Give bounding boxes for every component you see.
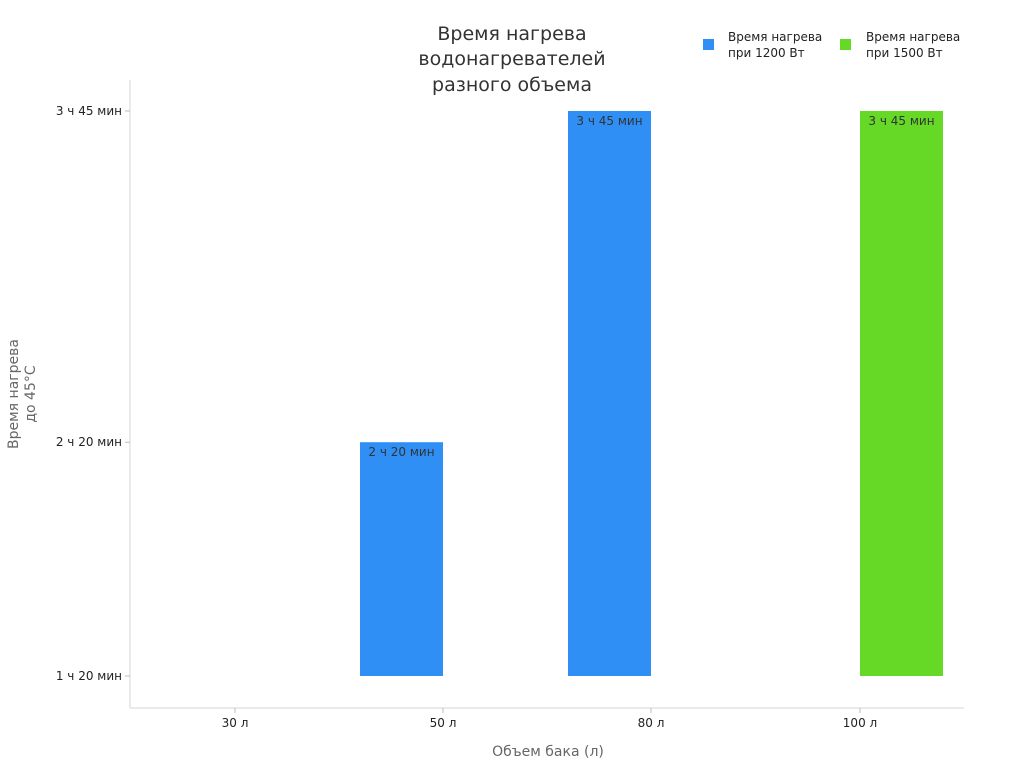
bar-data-label: 2 ч 20 мин bbox=[368, 445, 434, 459]
chart-title-line-2: водонагревателей bbox=[418, 48, 605, 70]
bar-1500w bbox=[860, 111, 943, 676]
chart-title-line-1: Время нагрева bbox=[437, 23, 586, 45]
chart-title-line-3: разного объема bbox=[432, 74, 592, 96]
bar-data-label: 3 ч 45 мин bbox=[868, 114, 934, 128]
x-axis-title: Объем бака (л) bbox=[492, 744, 604, 760]
chart-title: Время нагрева водонагревателей разного о… bbox=[418, 23, 605, 96]
bar-data-label: 3 ч 45 мин bbox=[576, 114, 642, 128]
y-tick-label: 1 ч 20 мин bbox=[56, 669, 122, 683]
x-tick-label: 50 л bbox=[430, 716, 457, 730]
y-axis-title: Время нагрева до 45°C bbox=[6, 339, 39, 449]
chart-legend: Время нагрева при 1200 Вт Время нагрева … bbox=[703, 30, 960, 60]
x-tick-label: 80 л bbox=[638, 716, 665, 730]
y-axis-title-line-1: Время нагрева bbox=[6, 339, 22, 449]
bar-1200w bbox=[360, 442, 443, 676]
bar-1200w bbox=[568, 111, 651, 676]
x-tick-label: 100 л bbox=[843, 716, 877, 730]
x-tick-label: 30 л bbox=[222, 716, 249, 730]
bar-series: 2 ч 20 мин 3 ч 45 мин 3 ч 45 мин bbox=[360, 111, 943, 676]
y-axis-ticks: 1 ч 20 мин 2 ч 20 мин 3 ч 45 мин bbox=[56, 104, 130, 683]
x-axis-ticks: 30 л 50 л 80 л 100 л bbox=[222, 708, 877, 730]
legend-label-1500w-line-1: Время нагрева bbox=[866, 30, 960, 44]
legend-swatch-1500w bbox=[840, 39, 851, 50]
y-axis-title-line-2: до 45°C bbox=[23, 365, 39, 423]
y-tick-label: 3 ч 45 мин bbox=[56, 104, 122, 118]
legend-swatch-1200w bbox=[703, 39, 714, 50]
y-tick-label: 2 ч 20 мин bbox=[56, 435, 122, 449]
legend-label-1200w-line-1: Время нагрева bbox=[728, 30, 822, 44]
legend-label-1200w-line-2: при 1200 Вт bbox=[728, 46, 805, 60]
legend-label-1500w-line-2: при 1500 Вт bbox=[866, 46, 943, 60]
